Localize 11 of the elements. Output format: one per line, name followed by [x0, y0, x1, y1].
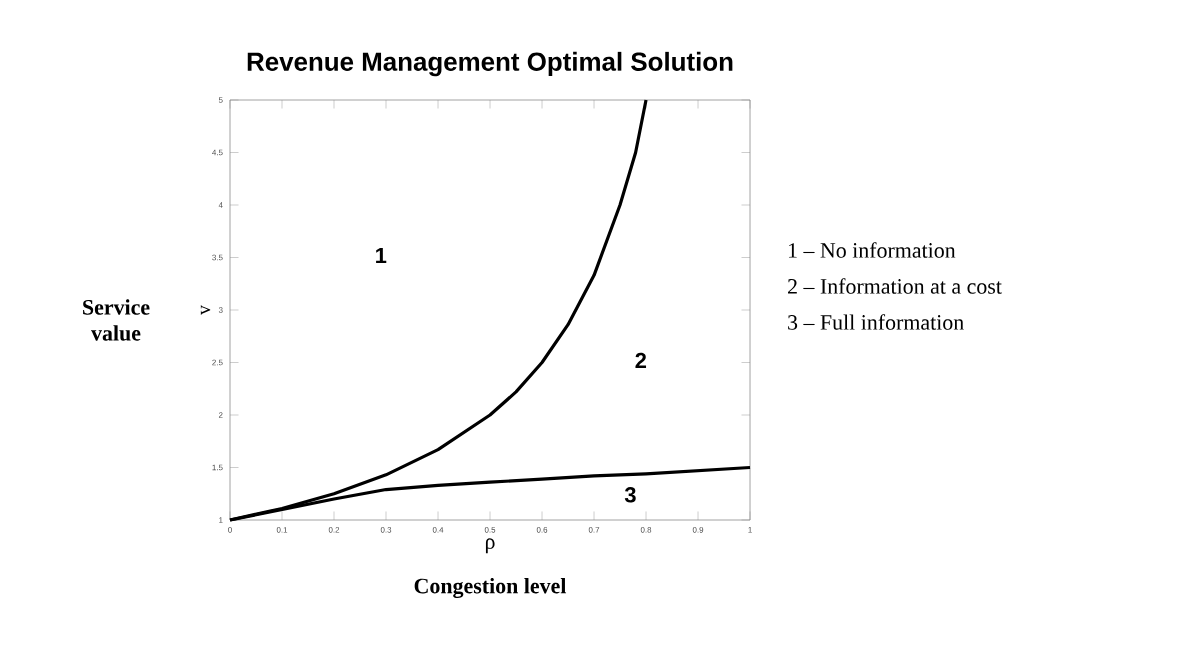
annotation: 1 [376, 247, 387, 263]
text: 2 – Information at a cost [788, 278, 1002, 294]
chart-title: Revenue Management Optimal Solution [247, 51, 733, 77]
text: 3 – Full information [788, 314, 964, 330]
text: 1 – No information [788, 242, 956, 258]
annotation: 2 [635, 352, 647, 369]
y-axis-title: v [200, 305, 211, 315]
text: Service value [83, 299, 150, 341]
x-axis-title: ρ [485, 538, 495, 554]
annotation: 3 [624, 487, 636, 503]
text: Congestion level [414, 578, 567, 599]
